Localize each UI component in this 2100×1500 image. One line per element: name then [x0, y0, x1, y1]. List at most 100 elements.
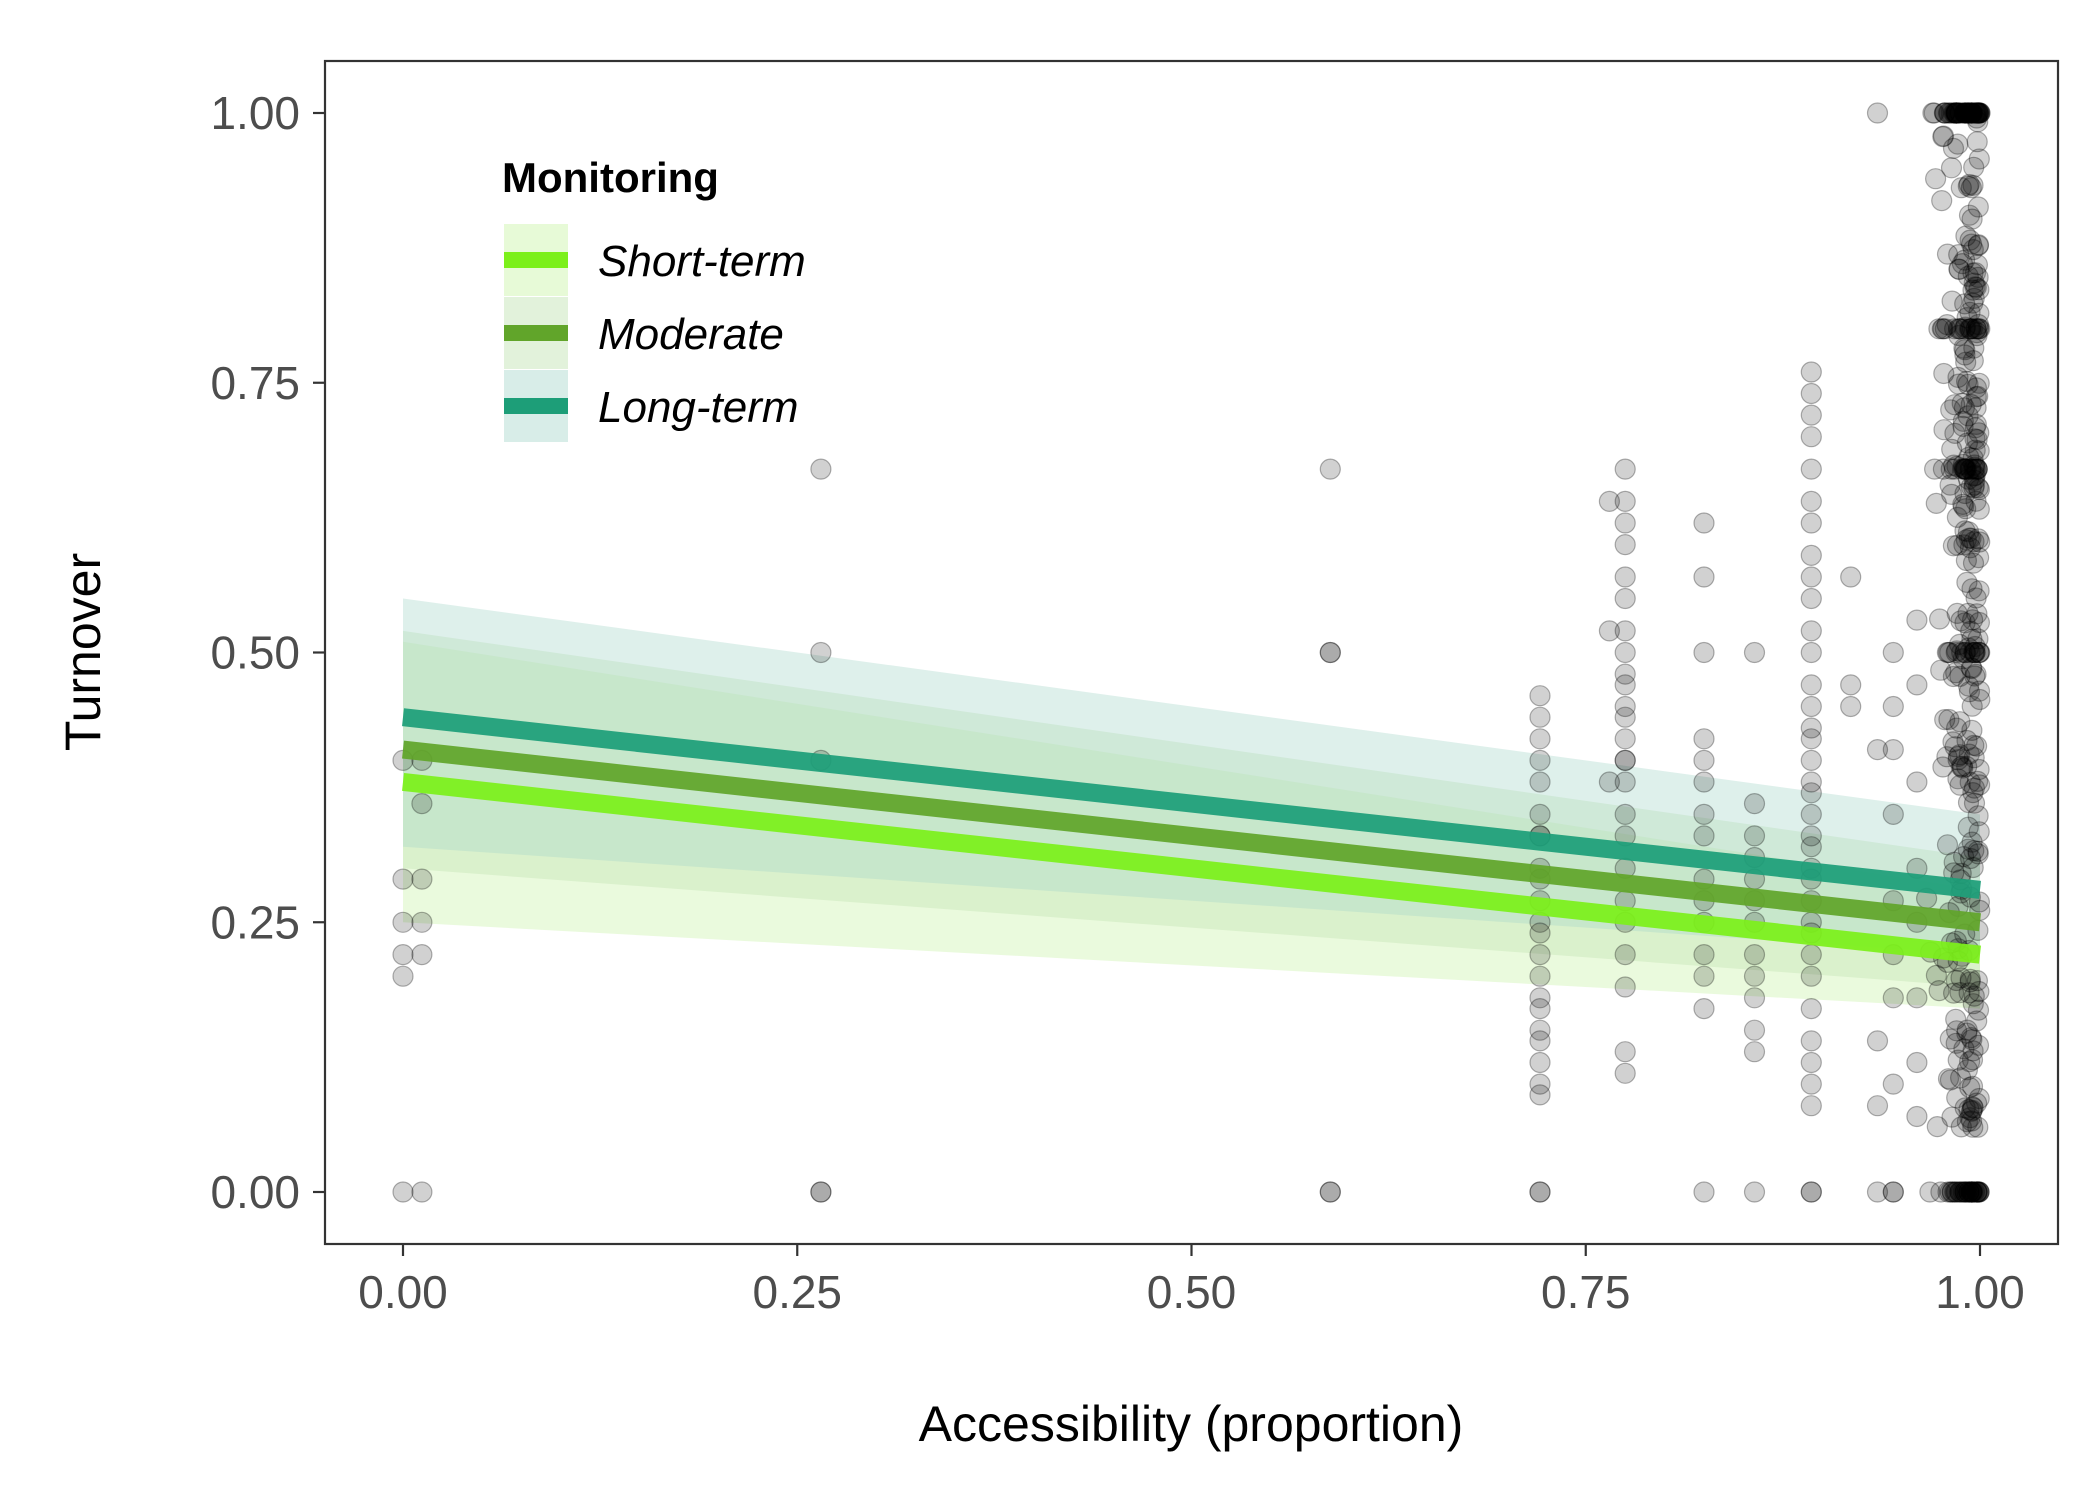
- data-point: [1957, 102, 1979, 124]
- data-point: [1954, 641, 1976, 664]
- data-point: [1967, 102, 1989, 124]
- data-point: [1948, 102, 1970, 124]
- data-point: [1967, 528, 1989, 550]
- data-point: [1800, 1181, 1822, 1203]
- data-point: [1946, 640, 1968, 662]
- data-point: [1967, 111, 1989, 133]
- data-point: [1961, 1075, 1984, 1097]
- data-point: [1800, 674, 1822, 696]
- data-point: [1968, 980, 1990, 1003]
- data-point: [1800, 728, 1822, 750]
- data-point: [1800, 1181, 1822, 1203]
- data-point: [1614, 728, 1636, 750]
- data-point: [1800, 749, 1822, 772]
- data-point: [1693, 943, 1715, 966]
- data-point: [1960, 1110, 1983, 1132]
- data-point: [1963, 792, 1986, 814]
- data-point: [1693, 749, 1715, 772]
- x-axis-title: Accessibility (proportion): [919, 1396, 1464, 1452]
- data-point: [1960, 657, 1982, 679]
- data-point: [1958, 681, 1981, 703]
- data-point: [1614, 803, 1636, 826]
- data-point: [1614, 566, 1636, 588]
- data-point: [1962, 552, 1985, 574]
- data-point: [1942, 102, 1965, 124]
- data-point: [1952, 845, 1975, 868]
- data-point: [1949, 1181, 1971, 1203]
- data-point: [1949, 102, 1972, 124]
- data-point: [1955, 529, 1977, 551]
- data-point: [1966, 603, 1988, 625]
- data-point: [1967, 999, 1990, 1021]
- data-point: [1954, 102, 1976, 124]
- data-point: [1964, 276, 1986, 298]
- data-point: [1956, 1059, 1979, 1081]
- data-point: [1882, 641, 1904, 664]
- data-point: [1945, 102, 1967, 124]
- data-point: [1957, 468, 1980, 490]
- data-point: [1952, 453, 1975, 475]
- data-point: [1951, 641, 1973, 664]
- data-point: [1800, 717, 1822, 739]
- data-point: [1965, 276, 1987, 298]
- data-point: [1965, 318, 1987, 340]
- data-point: [1953, 337, 1975, 359]
- data-point: [1964, 641, 1986, 664]
- data-point: [1965, 397, 1987, 419]
- data-point: [1964, 428, 1986, 450]
- data-point: [1968, 641, 1990, 664]
- data-point: [1959, 968, 1981, 991]
- data-point: [1529, 728, 1551, 750]
- data-point: [1963, 454, 1986, 476]
- x-axis: 0.00 0.25 0.50 0.75 1.00: [358, 1244, 2025, 1318]
- data-point: [1945, 102, 1968, 124]
- data-point: [1939, 1069, 1962, 1091]
- data-point: [1614, 976, 1636, 998]
- data-point: [1959, 971, 1981, 993]
- data-point: [1693, 803, 1715, 826]
- data-point: [1943, 318, 1966, 340]
- data-point: [1948, 318, 1971, 340]
- data-point: [1940, 399, 1962, 421]
- data-point: [1925, 492, 1947, 514]
- data-point: [1956, 1019, 1978, 1041]
- trend-line-0: [402, 773, 1981, 964]
- data-point: [1743, 987, 1766, 1009]
- data-point: [1949, 744, 1971, 766]
- data-point: [1962, 1097, 1984, 1119]
- data-point: [1959, 537, 1982, 559]
- data-point: [1944, 102, 1966, 124]
- data-point: [1958, 1181, 1980, 1203]
- data-point: [1693, 997, 1715, 1020]
- data-point: [1947, 768, 1969, 790]
- data-point: [1963, 474, 1986, 496]
- data-point: [1928, 979, 1950, 1002]
- x-tick-label: 0.25: [752, 1266, 842, 1318]
- data-point: [1614, 458, 1636, 480]
- data-point: [1931, 190, 1953, 212]
- data-point: [1965, 413, 1987, 435]
- data-point: [1957, 373, 1979, 395]
- data-point: [1926, 1115, 1948, 1138]
- data-point: [1800, 965, 1822, 987]
- data-point: [1966, 325, 1988, 347]
- data-point: [1945, 969, 1968, 992]
- data-point: [1968, 580, 1990, 602]
- data-point: [1941, 438, 1963, 460]
- data-point: [1957, 838, 1979, 860]
- data-point: [1947, 749, 1969, 771]
- data-point: [1936, 314, 1958, 336]
- data-point: [1968, 680, 1991, 702]
- trend-line-2: [402, 708, 1981, 899]
- data-point: [1934, 708, 1956, 731]
- data-point: [1614, 587, 1636, 610]
- data-point: [1954, 482, 1976, 505]
- data-point: [1968, 1181, 1990, 1203]
- data-point: [1952, 493, 1974, 515]
- data-point: [1936, 834, 1959, 856]
- y-tick-label: 0.00: [210, 1166, 300, 1218]
- data-point: [1529, 965, 1551, 987]
- data-point: [1958, 527, 1981, 549]
- data-point: [392, 868, 414, 890]
- data-point: [1954, 458, 1977, 480]
